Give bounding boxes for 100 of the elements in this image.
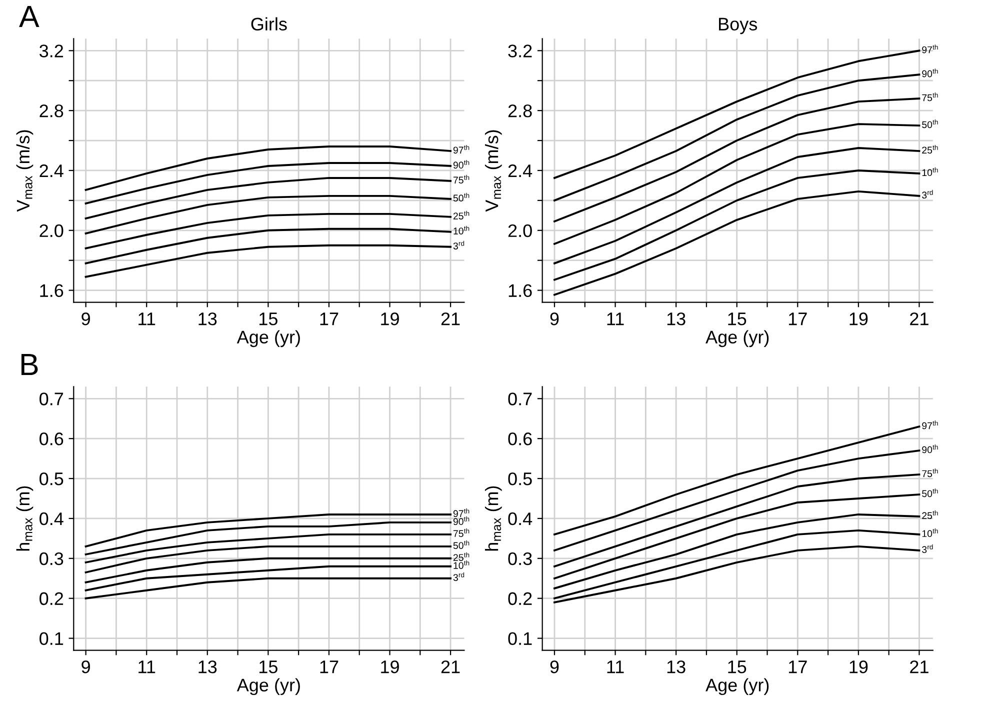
line-series [554, 494, 920, 580]
x-tick-label: 21 [441, 312, 460, 326]
line-series [554, 74, 920, 202]
y-tick-label: 2.4 [40, 164, 64, 178]
x-tick-label: 15 [728, 660, 746, 674]
x-axis-title: Age (yr) [236, 330, 300, 348]
line-series [554, 98, 920, 222]
line-series [84, 228, 452, 264]
y-axis-title: V$_{max}$ (m/s) [484, 130, 502, 212]
x-tick-label: 21 [910, 660, 928, 674]
series-label: 75$^{th}$ [453, 528, 470, 538]
line-series [84, 577, 452, 600]
x-tick-label: 11 [607, 312, 624, 326]
x-tick-label: 13 [198, 312, 217, 326]
y-tick-label: 0.6 [40, 432, 64, 446]
x-tick-label: 9 [82, 312, 90, 326]
chart-title: Boys [719, 18, 758, 34]
x-axis-title: Age (yr) [706, 330, 769, 348]
x-tick-label: 19 [850, 660, 868, 674]
series-label: 25$^{th}$ [922, 510, 938, 520]
series-label: 50$^{th}$ [453, 192, 470, 202]
series-label: 10$^{th}$ [454, 226, 470, 234]
text: A [19, 6, 40, 28]
x-tick-label: 15 [260, 312, 278, 326]
line-series [84, 565, 452, 592]
x-tick-label: 17 [788, 312, 807, 326]
x-tick-label: 19 [381, 312, 399, 326]
series-label: 75$^{th}$ [922, 468, 938, 478]
series-label: 97$^{th}$ [922, 420, 938, 430]
y-tick-label: 0.1 [508, 632, 532, 646]
series-label: 3$^{rd}$ [453, 572, 464, 581]
series-label: 90$^{th}$ [453, 516, 470, 526]
line-series [84, 162, 452, 204]
x-tick-label: 11 [607, 660, 624, 674]
y-tick-label: 2.0 [508, 224, 532, 238]
x-tick-label: 13 [667, 312, 686, 326]
line-series [84, 244, 452, 278]
line-series [554, 529, 920, 600]
series-label: 50$^{th}$ [922, 120, 938, 128]
y-tick-label: 0.3 [508, 552, 532, 566]
y-tick-label: 0.3 [40, 552, 64, 566]
line-series [84, 176, 452, 220]
y-tick-label: 0.4 [508, 512, 532, 526]
x-tick-label: 21 [441, 660, 460, 674]
y-axis-title: h$_{max}$ (m) [16, 486, 34, 551]
series-label: 90$^{th}$ [453, 160, 470, 169]
x-tick-label: 13 [198, 660, 217, 674]
line-series [84, 194, 452, 234]
series-label: 3$^{rd}$ [453, 240, 464, 250]
x-tick-label: 9 [550, 312, 559, 326]
series-label: 25$^{th}$ [453, 210, 470, 220]
series-label: 3$^{rd}$ [922, 544, 933, 553]
series-label: 10$^{th}$ [922, 528, 938, 538]
line-series [554, 147, 920, 264]
y-tick-label: 2.4 [508, 164, 532, 178]
y-tick-label: 2.8 [40, 104, 64, 118]
series-label: 90$^{th}$ [922, 68, 938, 78]
y-tick-label: 3.2 [508, 44, 532, 58]
y-tick-label: 0.4 [40, 512, 64, 526]
y-tick-label: 3.2 [40, 44, 64, 58]
line-series [84, 545, 452, 574]
line-series [554, 123, 920, 245]
series-label: 25$^{th}$ [922, 144, 938, 154]
x-tick-label: 17 [320, 660, 338, 674]
line-series [84, 533, 452, 564]
x-tick-label: 19 [850, 312, 868, 326]
y-tick-label: 0.5 [508, 472, 532, 486]
line-series [84, 513, 452, 548]
y-axis-title: V$_{max}$ (m/s) [16, 130, 34, 212]
series-label: 75$^{th}$ [922, 92, 938, 102]
x-tick-label: 11 [138, 660, 156, 674]
line-series [554, 474, 920, 568]
x-tick-label: 13 [667, 660, 686, 674]
series-label: 97$^{th}$ [922, 44, 938, 54]
x-tick-label: 9 [82, 660, 90, 674]
series-label: 75$^{th}$ [453, 174, 470, 184]
x-tick-label: 17 [320, 312, 338, 326]
line-series [84, 212, 452, 250]
series-label: 50$^{th}$ [453, 540, 470, 550]
line-series [554, 545, 920, 604]
x-tick-label: 19 [381, 660, 399, 674]
line-series [554, 513, 920, 590]
x-tick-label: 15 [728, 312, 746, 326]
line-series [84, 146, 452, 191]
line-series [84, 521, 452, 556]
line-series [554, 190, 920, 296]
y-tick-label: 0.5 [40, 472, 64, 486]
y-tick-label: 0.2 [508, 592, 532, 606]
x-tick-label: 9 [550, 660, 559, 674]
x-tick-label: 21 [910, 312, 928, 326]
series-label: 90$^{th}$ [922, 444, 938, 454]
line-series [554, 170, 920, 281]
y-tick-label: 1.6 [40, 284, 64, 298]
y-tick-label: 1.6 [508, 284, 532, 298]
y-axis-title: h$_{max}$ (m) [484, 486, 502, 551]
line-series [554, 50, 920, 179]
text: B [21, 354, 38, 376]
y-tick-label: 2.0 [40, 224, 64, 238]
series-label: 10$^{th}$ [922, 167, 938, 176]
series-label: 97$^{th}$ [453, 144, 470, 154]
